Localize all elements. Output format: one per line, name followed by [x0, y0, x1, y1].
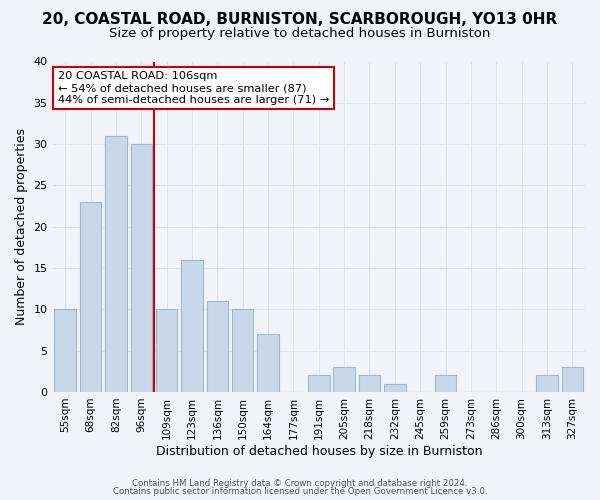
- Text: 20 COASTAL ROAD: 106sqm
← 54% of detached houses are smaller (87)
44% of semi-de: 20 COASTAL ROAD: 106sqm ← 54% of detache…: [58, 72, 329, 104]
- Bar: [105, 136, 127, 392]
- Text: Contains HM Land Registry data © Crown copyright and database right 2024.: Contains HM Land Registry data © Crown c…: [132, 478, 468, 488]
- Bar: [80, 202, 101, 392]
- Bar: [131, 144, 152, 392]
- Bar: [308, 376, 329, 392]
- Bar: [232, 310, 253, 392]
- Y-axis label: Number of detached properties: Number of detached properties: [15, 128, 28, 325]
- Bar: [359, 376, 380, 392]
- Bar: [257, 334, 279, 392]
- Text: 20, COASTAL ROAD, BURNISTON, SCARBOROUGH, YO13 0HR: 20, COASTAL ROAD, BURNISTON, SCARBOROUGH…: [43, 12, 557, 28]
- Bar: [206, 301, 228, 392]
- Bar: [334, 367, 355, 392]
- Text: Size of property relative to detached houses in Burniston: Size of property relative to detached ho…: [109, 28, 491, 40]
- Bar: [156, 310, 178, 392]
- Bar: [55, 310, 76, 392]
- Bar: [181, 260, 203, 392]
- X-axis label: Distribution of detached houses by size in Burniston: Distribution of detached houses by size …: [155, 444, 482, 458]
- Bar: [384, 384, 406, 392]
- Bar: [562, 367, 583, 392]
- Bar: [536, 376, 558, 392]
- Bar: [435, 376, 457, 392]
- Text: Contains public sector information licensed under the Open Government Licence v3: Contains public sector information licen…: [113, 487, 487, 496]
